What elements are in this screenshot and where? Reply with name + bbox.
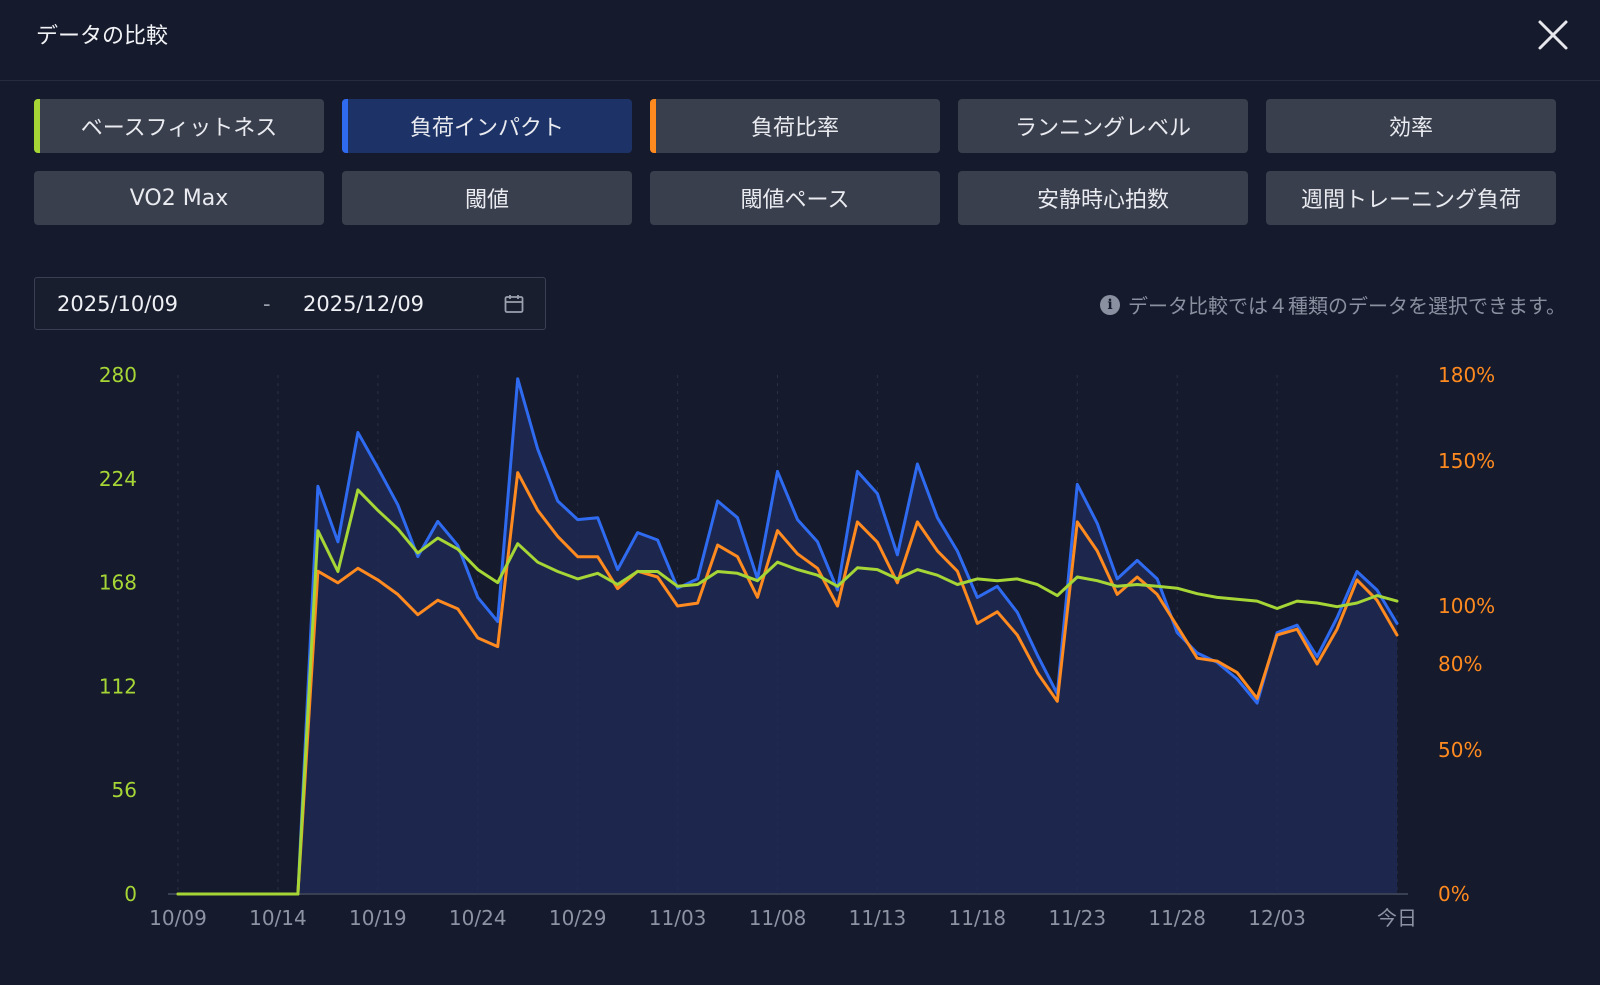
x-tick-label: 11/28 <box>1148 906 1206 930</box>
x-tick-label: 11/23 <box>1048 906 1106 930</box>
x-tick-label: 12/03 <box>1248 906 1306 930</box>
x-tick-label: 11/08 <box>749 906 807 930</box>
right-tick-label: 0% <box>1438 882 1470 906</box>
x-tick-label: 10/19 <box>349 906 407 930</box>
left-tick-label: 224 <box>99 467 137 491</box>
series-line-0 <box>176 488 1399 896</box>
left-tick-label: 0 <box>124 882 137 906</box>
tab-9[interactable]: 週間トレーニング負荷 <box>1266 171 1556 225</box>
tab-label: 効率 <box>1388 116 1433 141</box>
right-tick-label: 100% <box>1438 594 1495 618</box>
tab-label: VO2 Max <box>129 185 229 211</box>
series-line-2 <box>176 471 1399 896</box>
dialog-title: データの比較 <box>36 24 169 49</box>
tab-label: ランニングレベル <box>1014 116 1191 141</box>
date-range-picker[interactable]: 2025/10/09 - 2025/12/09 <box>34 277 546 330</box>
tab-6[interactable]: 閾値 <box>342 171 632 225</box>
tab-label: 安静時心拍数 <box>1036 188 1169 213</box>
x-tick-label: 今日 <box>1377 906 1417 930</box>
tab-5[interactable]: VO2 Max <box>34 171 324 225</box>
left-tick-label: 112 <box>99 674 137 698</box>
end-date[interactable]: 2025/12/09 <box>303 292 425 316</box>
tab-label: 負荷インパクト <box>409 116 564 141</box>
right-tick-label: 80% <box>1438 652 1482 676</box>
tab-3[interactable]: ランニングレベル <box>958 99 1248 153</box>
tab-0[interactable]: ベースフィットネス <box>34 99 324 153</box>
tab-2[interactable]: 負荷比率 <box>650 99 940 153</box>
tab-accent-bar <box>650 99 656 153</box>
tab-label: 負荷比率 <box>750 116 839 141</box>
series-area <box>178 378 1397 894</box>
tab-label: 閾値 <box>464 188 509 213</box>
left-tick-label: 56 <box>112 778 137 802</box>
tab-accent-bar <box>34 99 40 153</box>
calendar-icon[interactable] <box>503 293 525 315</box>
close-icon[interactable] <box>1534 16 1572 54</box>
x-tick-label: 10/14 <box>249 906 307 930</box>
metric-tabs: ベースフィットネス 負荷インパクト 負荷比率 ランニングレベル 効率 VO2 Max 閾値 閾… <box>34 99 1574 225</box>
note-text: データ比較では４種類のデータを選択できます。 <box>1128 294 1566 318</box>
info-icon: i <box>1100 294 1120 315</box>
x-tick-label: 11/03 <box>649 906 707 930</box>
tab-4[interactable]: 効率 <box>1266 99 1556 153</box>
right-tick-label: 50% <box>1438 738 1482 762</box>
left-tick-label: 168 <box>99 571 137 595</box>
tab-label: 閾値ペース <box>740 188 850 213</box>
series-line-1 <box>176 377 1399 896</box>
x-tick-label: 11/13 <box>849 906 907 930</box>
x-tick-label: 10/29 <box>549 906 607 930</box>
tab-1[interactable]: 負荷インパクト <box>342 99 632 153</box>
x-tick-label: 10/09 <box>149 906 207 930</box>
tab-label: ベースフィットネス <box>80 116 278 141</box>
selection-note: i データ比較では４種類のデータを選択できます。 <box>1100 290 1566 319</box>
tab-accent-bar <box>342 99 348 153</box>
left-tick-label: 280 <box>99 363 137 387</box>
tab-8[interactable]: 安静時心拍数 <box>958 171 1248 225</box>
tab-7[interactable]: 閾値ペース <box>650 171 940 225</box>
tab-label: 週間トレーニング負荷 <box>1300 188 1521 213</box>
start-date[interactable]: 2025/10/09 <box>57 292 179 316</box>
right-tick-label: 150% <box>1438 449 1495 473</box>
dialog-header: データの比較 <box>0 0 1600 81</box>
x-tick-label: 11/18 <box>949 906 1007 930</box>
right-tick-label: 180% <box>1438 363 1495 387</box>
date-separator: - <box>263 292 271 316</box>
x-tick-label: 10/24 <box>449 906 507 930</box>
